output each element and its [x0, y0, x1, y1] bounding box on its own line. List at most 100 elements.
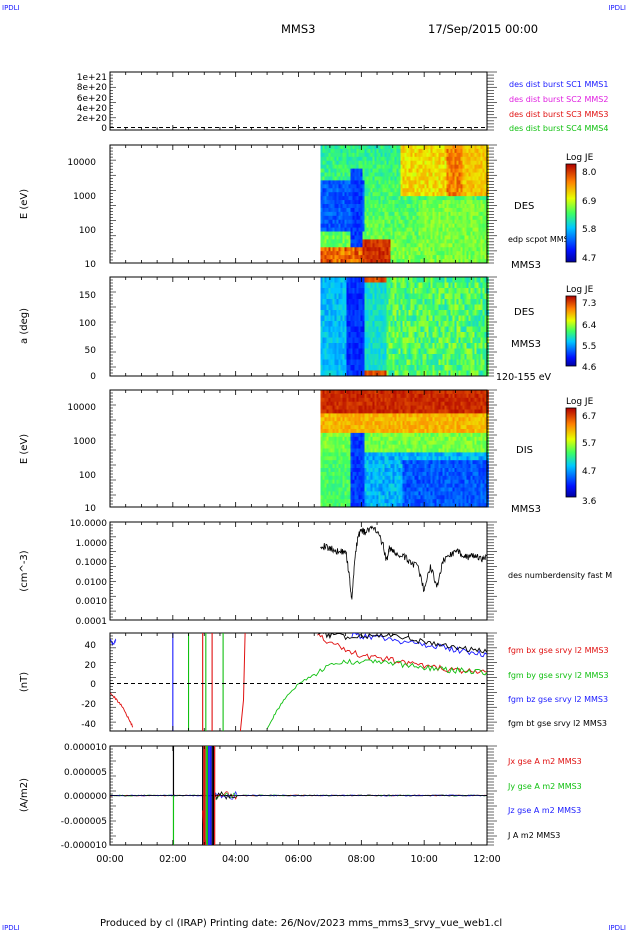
spectrogram-cell [322, 200, 325, 205]
spectrogram-cell [444, 160, 447, 166]
spectrogram-cell [474, 243, 477, 248]
spectrogram-cell [354, 471, 357, 477]
spectrogram-cell [386, 180, 389, 185]
spectrogram-cell [350, 184, 353, 189]
spectrogram-cell [362, 145, 365, 150]
spectrogram-cell [456, 255, 459, 260]
spectrogram-cell [356, 370, 359, 377]
spectrogram-cell [472, 259, 475, 264]
spectrogram-cell [448, 288, 451, 294]
spectrogram-cell [476, 223, 479, 228]
spectrogram-cell [350, 456, 353, 461]
spectrogram-cell [426, 231, 429, 236]
spectrogram-cell [344, 204, 347, 209]
spectrogram-cell [324, 188, 327, 193]
spectrogram-cell [338, 343, 341, 349]
spectrogram-cell [368, 413, 371, 418]
spectrogram-cell [380, 405, 383, 410]
spectrogram-cell [372, 204, 375, 209]
spectrogram-cell [438, 223, 441, 228]
spectrogram-cell [406, 365, 409, 371]
spectrogram-cell [364, 487, 367, 492]
spectrogram-cell [416, 277, 419, 283]
spectrogram-cell [330, 370, 333, 377]
spectrogram-cell [382, 152, 385, 158]
spectrogram-cell [462, 188, 465, 193]
spectrogram-cell [352, 288, 355, 294]
spectrogram-cell [454, 204, 457, 209]
spectrogram-cell [398, 223, 401, 228]
spectrogram-cell [348, 471, 351, 477]
spectrogram-cell [366, 425, 369, 430]
spectrogram-cell [364, 343, 367, 349]
spectrogram-cell [464, 215, 467, 221]
spectrogram-cell [396, 215, 399, 221]
spectrogram-cell [354, 235, 357, 240]
spectrogram-cell [356, 475, 359, 481]
spectrogram-cell [320, 365, 323, 371]
spectrogram-cell [386, 184, 389, 189]
spectrogram-cell [370, 460, 373, 465]
spectrogram-cell [332, 365, 335, 371]
spectrogram-cell [378, 145, 381, 150]
spectrogram-cell [454, 148, 457, 154]
spectrogram-cell [352, 223, 355, 228]
spectrogram-cell [426, 168, 429, 173]
spectrogram-cell [422, 227, 425, 232]
spectrogram-cell [432, 304, 435, 311]
spectrogram-cell [482, 299, 485, 305]
spectrogram-cell [404, 315, 407, 322]
spectrogram-cell [324, 259, 327, 264]
spectrogram-cell [480, 192, 483, 197]
spectrogram-cell [350, 148, 353, 154]
spectrogram-cell [398, 176, 401, 181]
spectrogram-cell [388, 215, 391, 221]
spectrogram-cell [472, 343, 475, 349]
spectrogram-cell [450, 293, 453, 300]
spectrogram-cell [444, 288, 447, 294]
spectrogram-cell [440, 282, 443, 289]
spectrogram-cell [332, 223, 335, 228]
spectrogram-cell [346, 207, 349, 213]
spectrogram-cell [368, 196, 371, 201]
spectrogram-cell [322, 321, 325, 327]
spectrogram-cell [350, 176, 353, 181]
spectrogram-cell [480, 277, 483, 283]
spectrogram-cell [428, 227, 431, 232]
spectrogram-cell [334, 172, 337, 177]
spectrogram-cell [388, 255, 391, 260]
spectrogram-cell [350, 192, 353, 197]
spectrogram-cell [442, 299, 445, 305]
spectrogram-cell [412, 259, 415, 264]
spectrogram-cell [350, 499, 353, 504]
spectrogram-cell [472, 310, 475, 316]
spectrogram-cell [350, 180, 353, 185]
spectrogram-cell [440, 152, 443, 158]
spectrogram-cell [356, 180, 359, 185]
spectrogram-cell [448, 326, 451, 333]
spectrogram-cell [438, 299, 441, 305]
spectrogram-cell [366, 243, 369, 248]
spectrogram-cell [376, 337, 379, 344]
spectrogram-cell [362, 223, 365, 228]
spectrogram-cell [380, 359, 383, 366]
spectrogram-cell [478, 343, 481, 349]
spectrogram-cell [364, 180, 367, 185]
spectrogram-cell [356, 425, 359, 430]
spectrogram-cell [366, 432, 369, 438]
spectrogram-cell [450, 172, 453, 177]
spectrogram-cell [482, 304, 485, 311]
spectrogram-cell [368, 326, 371, 333]
spectrogram-cell [362, 156, 365, 162]
spectrogram-cell [424, 219, 427, 225]
p2-colorbar-tick: 6.9 [582, 197, 597, 207]
spectrogram-cell [392, 204, 395, 209]
spectrogram-cell [368, 321, 371, 327]
spectrogram-cell [406, 359, 409, 366]
spectrogram-cell [324, 343, 327, 349]
spectrogram-cell [464, 192, 467, 197]
spectrogram-cell [326, 456, 329, 461]
spectrogram-cell [366, 180, 369, 185]
spectrogram-cell [344, 332, 347, 338]
spectrogram-cell [366, 251, 369, 256]
